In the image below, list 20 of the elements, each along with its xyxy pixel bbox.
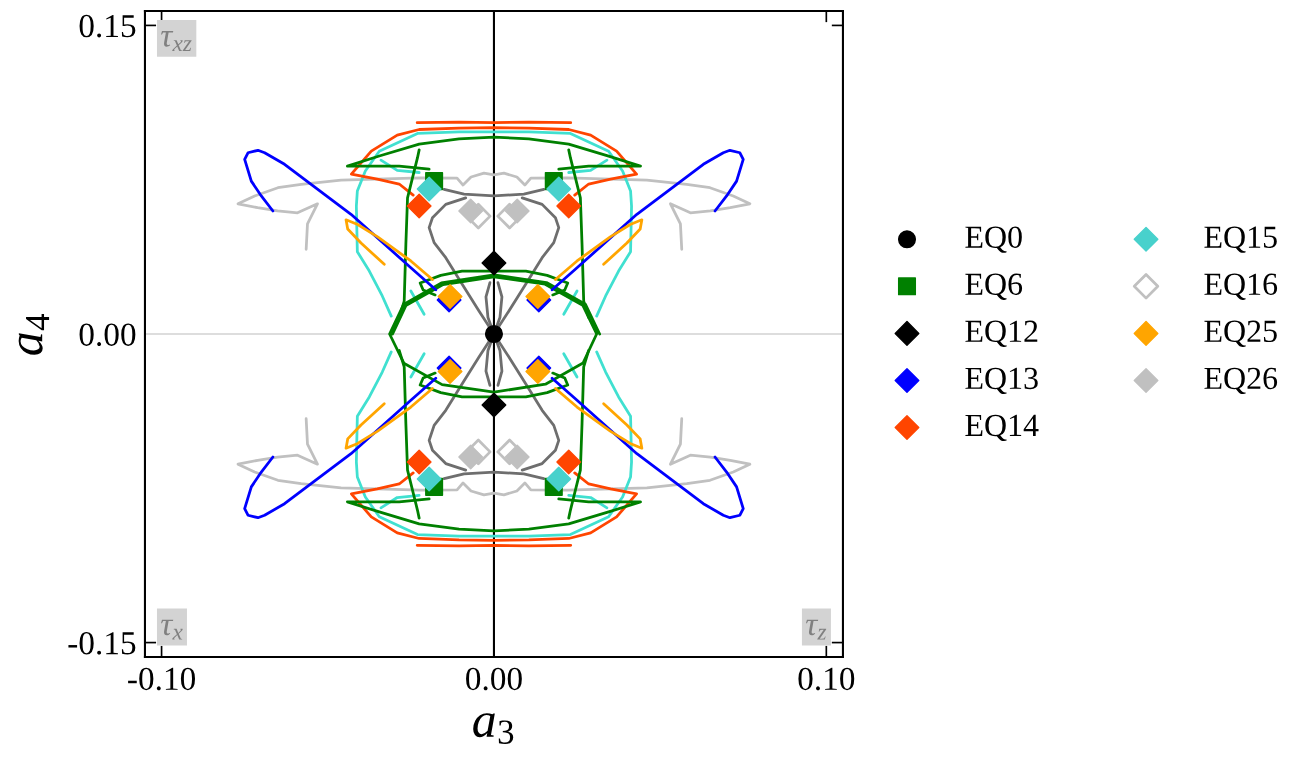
legend-label: EQ13 bbox=[965, 367, 1038, 395]
legend-label: EQ25 bbox=[1204, 320, 1277, 347]
annotation: τ$_{x}$ bbox=[161, 619, 183, 640]
legend-label: EQ16 bbox=[1204, 273, 1278, 300]
y-axis-title: a$_{4}$ bbox=[18, 313, 50, 355]
y-tick-label: -0.15 bbox=[68, 631, 136, 655]
y-tick-label: 0.00 bbox=[79, 323, 136, 347]
legend-label: EQ15 bbox=[1204, 226, 1277, 253]
annotation: τ$_{z}$ bbox=[805, 619, 827, 640]
legend-label: EQ0 bbox=[965, 226, 1022, 253]
legend-label: EQ6 bbox=[965, 273, 1023, 300]
x-axis-title: a$_{3}$ bbox=[473, 713, 514, 744]
x-tick-label: 0.00 bbox=[466, 667, 522, 691]
y-tick-label: 0.15 bbox=[79, 14, 136, 38]
legend-label: EQ12 bbox=[965, 320, 1038, 347]
x-tick-label: -0.10 bbox=[128, 667, 196, 691]
legend-label: EQ26 bbox=[1204, 367, 1278, 395]
legend-label: EQ14 bbox=[965, 414, 1039, 442]
x-tick-label: 0.10 bbox=[798, 667, 855, 691]
annotation: τ$_{xz}$ bbox=[161, 31, 192, 51]
